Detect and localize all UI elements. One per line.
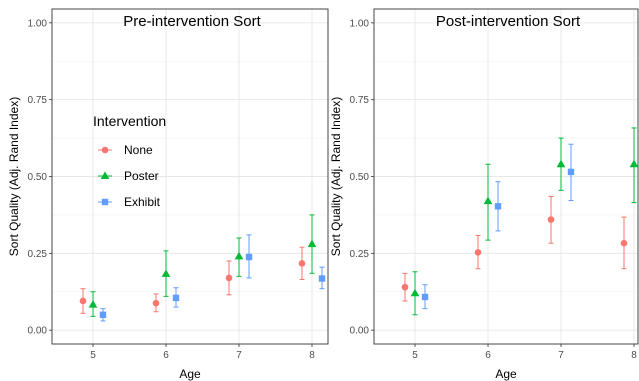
data-point-none <box>401 283 409 291</box>
data-point-exhibit <box>99 311 107 319</box>
y-tick-label: 0.25 <box>350 249 370 260</box>
y-tick-label: 0.75 <box>28 95 48 106</box>
panel-title: Pre-intervention Sort <box>123 13 261 30</box>
x-tick-label: 5 <box>412 350 418 361</box>
data-point-poster <box>629 159 639 168</box>
legend-label: Poster <box>124 169 159 183</box>
y-tick-label: 0.75 <box>350 95 370 106</box>
data-point-poster <box>307 239 317 248</box>
y-tick-label: 1.00 <box>28 18 48 29</box>
y-axis-title: Sort Quality (Adj. Rand Index) <box>329 97 343 256</box>
data-point-none <box>474 249 482 256</box>
x-tick-label: 8 <box>631 350 637 361</box>
data-point-none <box>620 239 628 247</box>
data-point-poster <box>234 251 244 260</box>
y-axis-title: Sort Quality (Adj. Rand Index) <box>7 97 21 256</box>
x-tick-label: 5 <box>90 350 96 361</box>
data-point-exhibit <box>245 253 253 261</box>
data-point-none <box>79 297 87 305</box>
data-point-poster <box>410 288 420 297</box>
post-intervention-panel: 0.00 0.25 0.50 0.75 1.00 5 6 7 8 Age Sort Quality … <box>329 8 639 381</box>
y-tick-label: 0.00 <box>350 326 370 337</box>
x-axis-title: Age <box>495 367 517 381</box>
y-tick-label: 1.00 <box>350 18 370 29</box>
data-point-none <box>225 274 233 282</box>
legend-label: Exhibit <box>124 195 161 209</box>
data-point-exhibit <box>318 275 326 282</box>
data-point-poster <box>161 269 171 277</box>
legend-key-exhibit <box>101 198 109 206</box>
data-point-none <box>152 299 160 307</box>
x-tick-label: 6 <box>163 350 169 361</box>
data-point-exhibit <box>172 294 180 302</box>
legend-key-poster <box>100 171 110 179</box>
x-tick-label: 8 <box>309 350 315 361</box>
data-point-none <box>298 260 306 267</box>
x-tick-label: 7 <box>236 350 242 361</box>
data-point-exhibit <box>567 168 575 176</box>
x-tick-label: 6 <box>485 350 491 361</box>
data-point-poster <box>88 300 98 308</box>
data-point-exhibit <box>494 203 502 210</box>
legend-key-none <box>101 146 109 154</box>
y-tick-label: 0.25 <box>28 249 48 260</box>
data-point-none <box>547 216 555 223</box>
y-tick-label: 0.50 <box>28 172 48 183</box>
x-axis-title: Age <box>179 367 201 381</box>
y-tick-label: 0.50 <box>350 172 370 183</box>
data-point-poster <box>483 196 493 205</box>
legend-title: Intervention <box>93 113 166 129</box>
y-tick-label: 0.00 <box>28 326 48 337</box>
data-point-poster <box>556 159 566 168</box>
panel-title: Post-intervention Sort <box>436 13 581 30</box>
intervention-legend: Intervention None Poster Exhibit <box>93 113 166 209</box>
x-tick-label: 7 <box>558 350 564 361</box>
data-point-exhibit <box>421 293 429 301</box>
pre-intervention-panel: 0.00 0.25 0.50 0.75 1.00 5 6 7 8 Age Sort Quality … <box>7 8 329 381</box>
legend-label: None <box>124 143 153 157</box>
